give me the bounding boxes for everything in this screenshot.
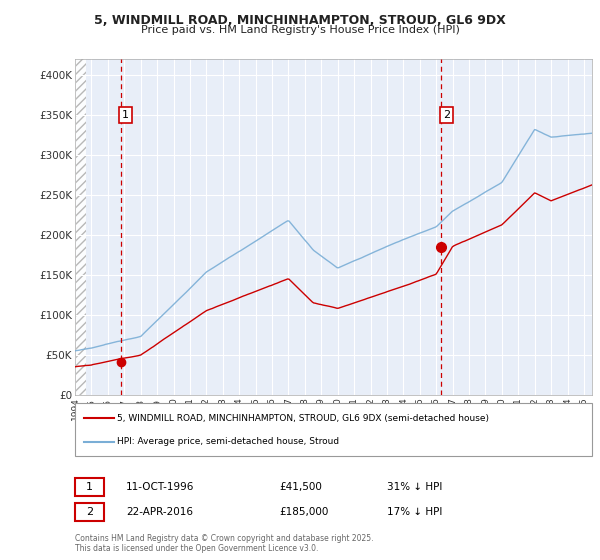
Text: 5, WINDMILL ROAD, MINCHINHAMPTON, STROUD, GL6 9DX (semi-detached house): 5, WINDMILL ROAD, MINCHINHAMPTON, STROUD…: [117, 414, 489, 423]
Text: Contains HM Land Registry data © Crown copyright and database right 2025.
This d: Contains HM Land Registry data © Crown c…: [75, 534, 373, 553]
Text: Price paid vs. HM Land Registry's House Price Index (HPI): Price paid vs. HM Land Registry's House …: [140, 25, 460, 35]
Text: £41,500: £41,500: [279, 482, 322, 492]
Text: 17% ↓ HPI: 17% ↓ HPI: [387, 507, 442, 517]
Text: 31% ↓ HPI: 31% ↓ HPI: [387, 482, 442, 492]
Text: 2: 2: [86, 507, 93, 517]
Text: £185,000: £185,000: [279, 507, 328, 517]
Bar: [75, 59, 86, 395]
Text: 1: 1: [122, 110, 129, 120]
Text: 11-OCT-1996: 11-OCT-1996: [126, 482, 194, 492]
Text: 5, WINDMILL ROAD, MINCHINHAMPTON, STROUD, GL6 9DX: 5, WINDMILL ROAD, MINCHINHAMPTON, STROUD…: [94, 14, 506, 27]
Text: 1: 1: [86, 482, 93, 492]
Text: 2: 2: [443, 110, 450, 120]
Text: HPI: Average price, semi-detached house, Stroud: HPI: Average price, semi-detached house,…: [117, 437, 339, 446]
Text: 22-APR-2016: 22-APR-2016: [126, 507, 193, 517]
